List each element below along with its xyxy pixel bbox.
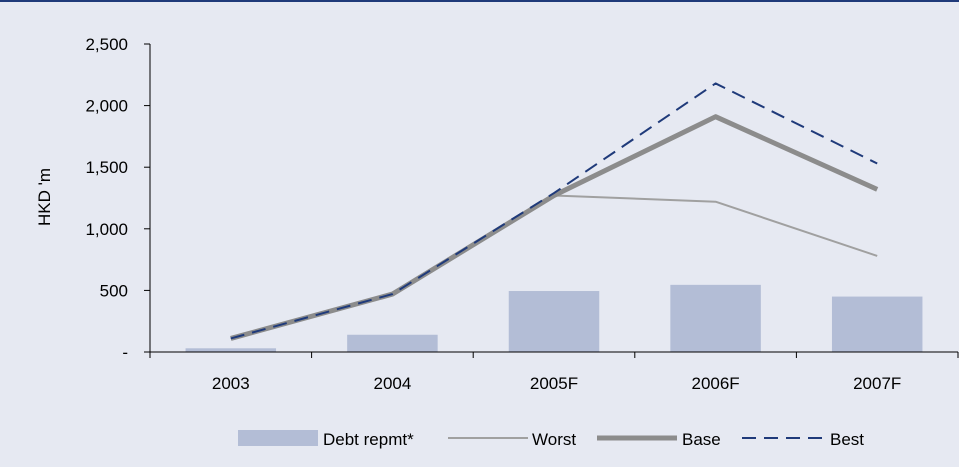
y-tick-label: - — [122, 343, 128, 362]
y-tick-label: 2,500 — [85, 35, 128, 54]
legend-label-base: Base — [682, 430, 721, 449]
x-tick-label: 2006F — [691, 374, 739, 393]
legend-label-best: Best — [830, 430, 864, 449]
bar-debt-repmt — [185, 348, 277, 352]
bar-debt-repmt — [347, 334, 438, 352]
y-tick-label: 500 — [100, 281, 128, 300]
bar-debt-repmt — [508, 291, 600, 352]
x-tick-label: 2003 — [212, 374, 250, 393]
x-tick-label: 2004 — [373, 374, 411, 393]
legend: Debt repmt* Worst Base Best — [238, 430, 864, 449]
bar-debt-repmt — [670, 284, 761, 352]
legend-label-debtrepmt: Debt repmt* — [323, 430, 414, 449]
bars-layer — [185, 284, 923, 352]
y-tick-label: 2,000 — [85, 97, 128, 116]
axes-layer — [144, 43, 959, 358]
lines-layer — [230, 82, 879, 341]
y-axis-title: HKD 'm — [35, 168, 54, 226]
y-tick-label: 1,500 — [85, 158, 128, 177]
x-tick-label: 2007F — [853, 374, 901, 393]
series-line-best — [230, 82, 878, 340]
x-tick-label: 2005F — [530, 374, 578, 393]
bar-debt-repmt — [831, 296, 923, 352]
legend-label-worst: Worst — [532, 430, 576, 449]
labels-layer: - 500 1,000 1,500 2,000 2,500 2003 2004 2005F 200… — [85, 35, 901, 393]
legend-swatch-debtrepmt — [238, 430, 318, 446]
y-tick-label: 1,000 — [85, 220, 128, 239]
